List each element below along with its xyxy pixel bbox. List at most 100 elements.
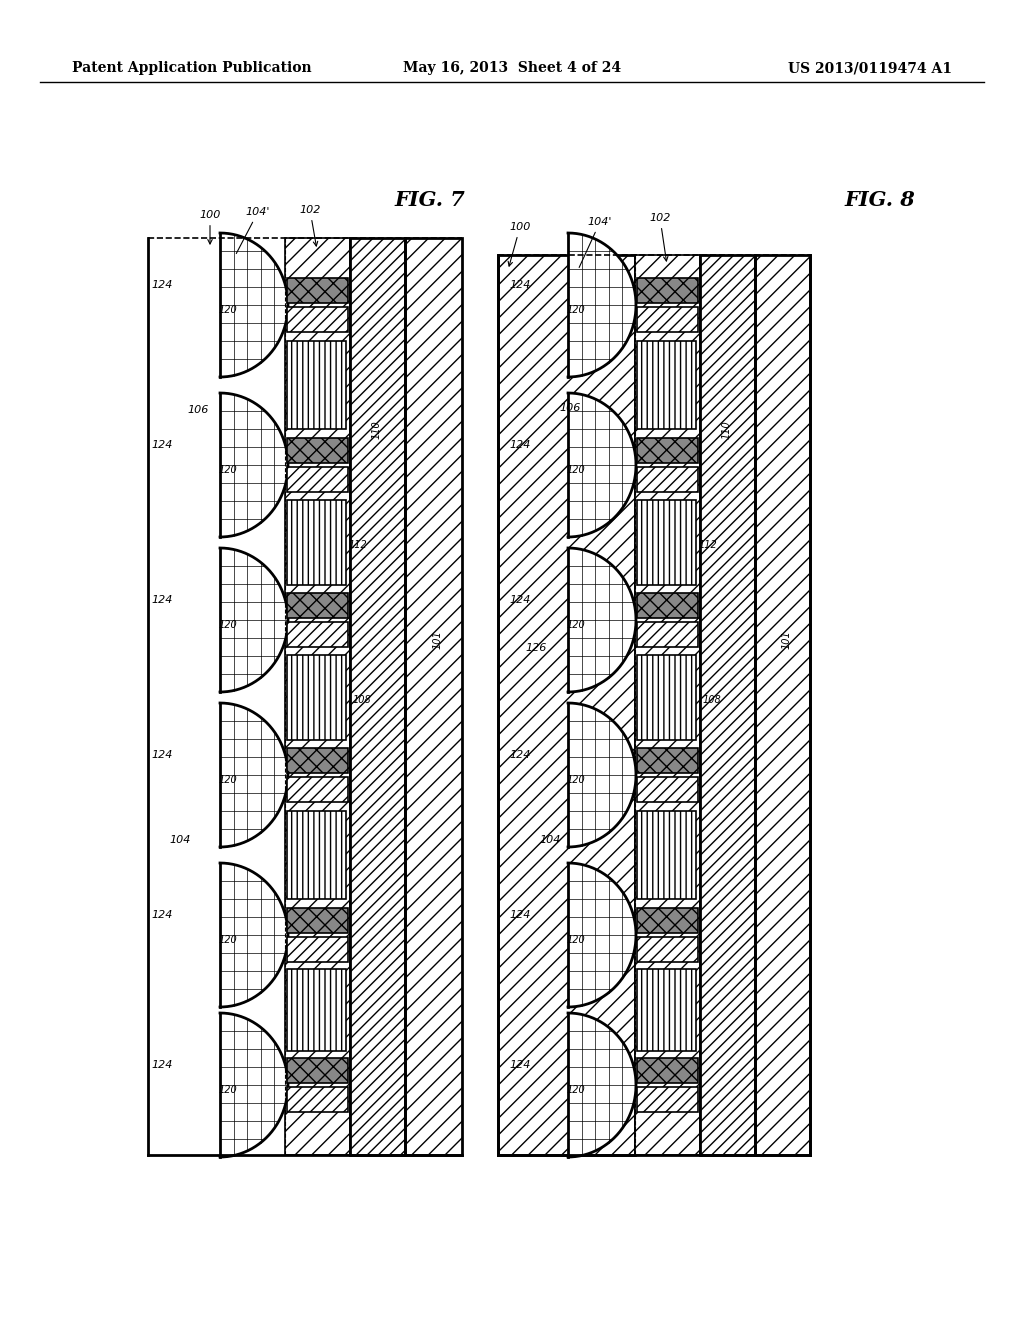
Text: 120: 120 xyxy=(219,775,238,785)
Bar xyxy=(287,908,348,933)
Bar xyxy=(287,810,346,899)
Bar xyxy=(287,1059,348,1082)
Bar xyxy=(406,238,462,1155)
Text: 120: 120 xyxy=(566,775,586,785)
Text: 120: 120 xyxy=(566,465,586,475)
Polygon shape xyxy=(220,1012,288,1158)
Bar xyxy=(350,238,406,1155)
Polygon shape xyxy=(220,863,288,1007)
Polygon shape xyxy=(220,704,288,847)
Text: 124: 124 xyxy=(509,750,530,760)
Text: 124: 124 xyxy=(509,440,530,450)
Polygon shape xyxy=(568,393,636,537)
Polygon shape xyxy=(220,548,288,692)
Text: US 2013/0119474 A1: US 2013/0119474 A1 xyxy=(788,61,952,75)
Text: 102: 102 xyxy=(299,205,321,246)
Text: 124: 124 xyxy=(509,909,530,920)
Text: 104: 104 xyxy=(540,836,561,845)
Text: 106: 106 xyxy=(187,405,209,414)
Bar xyxy=(287,969,346,1051)
Bar xyxy=(637,467,698,492)
Bar xyxy=(637,622,698,647)
Polygon shape xyxy=(568,234,636,378)
Bar xyxy=(285,238,350,1155)
Polygon shape xyxy=(220,234,288,378)
Polygon shape xyxy=(220,393,288,537)
Bar xyxy=(637,655,696,741)
Text: 124: 124 xyxy=(152,595,173,605)
Text: 108: 108 xyxy=(352,696,372,705)
Polygon shape xyxy=(568,863,636,1007)
Text: 108: 108 xyxy=(702,696,721,705)
Text: 100: 100 xyxy=(200,210,221,244)
Bar xyxy=(498,255,635,1155)
Bar xyxy=(287,593,348,618)
Text: 101: 101 xyxy=(782,631,792,649)
Bar xyxy=(637,1059,698,1082)
Text: 120: 120 xyxy=(219,620,238,630)
Bar xyxy=(287,937,348,962)
Text: 120: 120 xyxy=(219,465,238,475)
Text: 110: 110 xyxy=(372,421,382,440)
Text: 114: 114 xyxy=(312,411,322,429)
Bar xyxy=(635,255,700,1155)
Bar xyxy=(637,593,698,618)
Bar xyxy=(637,908,698,933)
Text: Patent Application Publication: Patent Application Publication xyxy=(72,61,311,75)
Bar xyxy=(755,255,810,1155)
Bar xyxy=(287,622,348,647)
Bar xyxy=(287,279,348,304)
Bar xyxy=(148,238,285,1155)
Bar xyxy=(637,500,696,585)
Text: FIG. 7: FIG. 7 xyxy=(394,190,465,210)
Text: 106: 106 xyxy=(559,403,581,413)
Bar xyxy=(637,279,698,304)
Text: 112: 112 xyxy=(348,540,368,550)
Bar xyxy=(637,438,698,463)
Bar xyxy=(287,467,348,492)
Bar xyxy=(287,308,348,333)
Text: 112: 112 xyxy=(698,540,718,550)
Text: 100: 100 xyxy=(508,222,530,267)
Text: FIG. 8: FIG. 8 xyxy=(845,190,915,210)
Bar xyxy=(637,969,696,1051)
Bar xyxy=(287,1086,348,1111)
Text: 120: 120 xyxy=(219,1085,238,1096)
Text: 120: 120 xyxy=(566,1085,586,1096)
Text: 120: 120 xyxy=(566,305,586,315)
Text: 124: 124 xyxy=(152,1060,173,1071)
Bar xyxy=(287,438,348,463)
Text: 124: 124 xyxy=(152,440,173,450)
Text: May 16, 2013  Sheet 4 of 24: May 16, 2013 Sheet 4 of 24 xyxy=(402,61,622,75)
Text: 120: 120 xyxy=(219,935,238,945)
Text: 124: 124 xyxy=(509,280,530,290)
Text: 124: 124 xyxy=(509,1060,530,1071)
Text: 110: 110 xyxy=(722,421,732,440)
Bar xyxy=(637,748,698,774)
Text: 120: 120 xyxy=(566,620,586,630)
Bar xyxy=(287,655,346,741)
Bar xyxy=(637,1086,698,1111)
Text: 102: 102 xyxy=(649,213,671,261)
Polygon shape xyxy=(568,548,636,692)
Text: 124: 124 xyxy=(152,909,173,920)
Polygon shape xyxy=(568,1012,636,1158)
Bar xyxy=(287,777,348,803)
Text: 120: 120 xyxy=(219,305,238,315)
Text: 104': 104' xyxy=(580,216,612,268)
Text: 126: 126 xyxy=(525,643,547,653)
Bar xyxy=(637,341,696,429)
Bar xyxy=(287,341,346,429)
Polygon shape xyxy=(568,704,636,847)
Text: 124: 124 xyxy=(152,750,173,760)
Bar xyxy=(287,500,346,585)
Text: 101: 101 xyxy=(433,631,443,649)
Text: 124: 124 xyxy=(509,595,530,605)
Bar xyxy=(700,255,755,1155)
Text: 120: 120 xyxy=(566,935,586,945)
Bar xyxy=(637,308,698,333)
Text: 124: 124 xyxy=(152,280,173,290)
Bar xyxy=(637,937,698,962)
Text: 104': 104' xyxy=(237,207,270,253)
Bar xyxy=(637,777,698,803)
